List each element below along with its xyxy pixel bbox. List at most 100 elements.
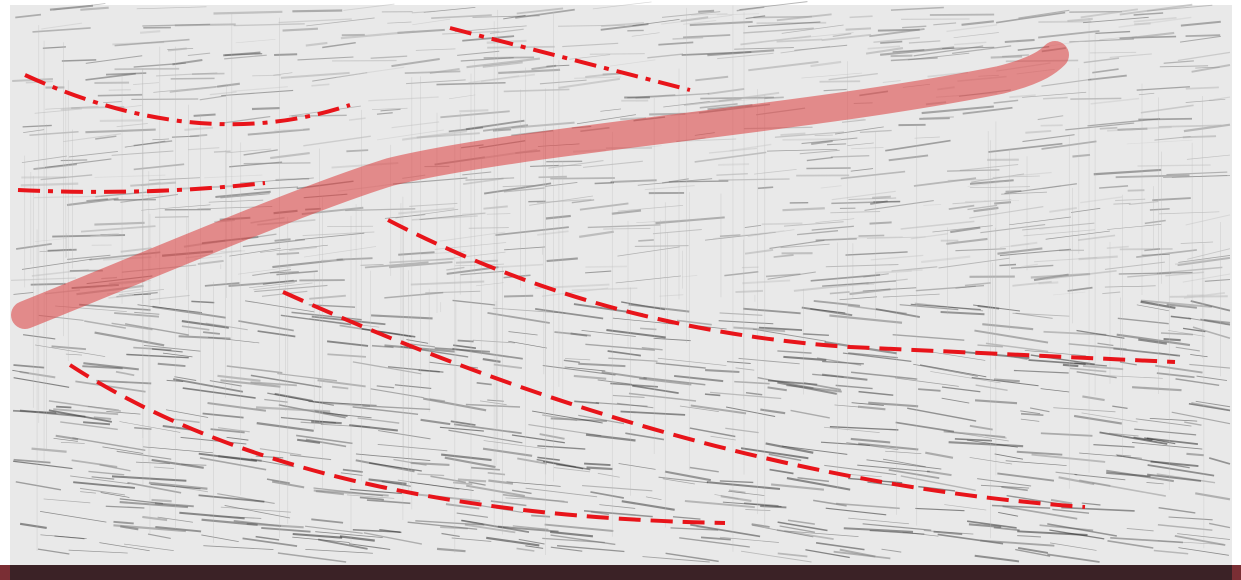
texture-stroke <box>918 388 941 392</box>
texture-stroke <box>277 552 347 563</box>
texture-stroke <box>85 128 156 134</box>
texture-stroke <box>253 282 313 291</box>
texture-stroke <box>781 445 848 455</box>
texture-stroke <box>980 539 1055 547</box>
texture-stroke <box>1184 421 1202 426</box>
texture-stroke <box>60 159 88 162</box>
texture-stroke <box>881 548 902 553</box>
texture-stroke <box>1209 96 1231 101</box>
texture-stroke <box>632 384 679 394</box>
texture-stroke <box>40 510 107 523</box>
texture-stroke <box>1104 285 1156 288</box>
texture-stroke <box>735 289 764 294</box>
texture-stroke <box>777 552 808 558</box>
texture-stroke <box>151 498 172 503</box>
texture-stroke <box>741 550 812 563</box>
texture-stroke <box>550 534 616 546</box>
texture-stroke <box>900 220 975 230</box>
texture-stroke <box>676 319 712 326</box>
texture-stroke <box>625 432 665 441</box>
texture-stroke <box>370 388 424 399</box>
texture-stroke <box>690 404 747 415</box>
texture-stroke <box>357 417 400 424</box>
texture-stroke <box>719 536 779 543</box>
texture-stroke <box>863 273 889 278</box>
texture-stroke <box>322 412 372 419</box>
texture-stroke <box>340 472 363 476</box>
texture-stroke <box>48 400 121 412</box>
texture-stroke <box>995 11 1066 24</box>
texture-stroke <box>823 426 880 433</box>
texture-stroke <box>586 466 613 471</box>
texture-stroke <box>973 206 999 213</box>
texture-stroke <box>846 442 899 451</box>
texture-stroke <box>582 160 643 168</box>
texture-stroke <box>1116 454 1190 469</box>
texture-stroke <box>167 47 187 52</box>
texture-stroke <box>535 308 604 320</box>
texture-stroke <box>60 421 118 431</box>
texture-stroke <box>964 282 991 287</box>
texture-stroke <box>1171 411 1231 425</box>
texture-stroke <box>303 246 377 258</box>
texture-stroke <box>612 394 645 398</box>
texture-stroke <box>280 71 350 79</box>
texture-stroke <box>914 136 940 139</box>
texture-stroke <box>157 362 186 368</box>
texture-stroke <box>1045 230 1110 240</box>
texture-stroke <box>888 154 929 162</box>
texture-stroke <box>745 391 763 396</box>
texture-stroke <box>13 458 51 464</box>
texture-stroke <box>1009 216 1071 226</box>
texture-stroke <box>601 22 645 28</box>
texture-stroke <box>274 53 298 57</box>
texture-stroke <box>1192 326 1231 340</box>
texture-stroke <box>360 264 384 266</box>
texture-stroke <box>773 254 794 258</box>
texture-stroke <box>1119 3 1193 16</box>
texture-stroke <box>1166 303 1197 309</box>
texture-stroke <box>1158 124 1222 128</box>
texture-stroke <box>1165 271 1204 277</box>
texture-stroke <box>579 202 629 211</box>
texture-stroke <box>261 527 311 533</box>
texture-stroke <box>343 3 395 11</box>
texture-stroke <box>834 404 859 408</box>
texture-stroke <box>115 370 135 377</box>
texture-stroke <box>1182 327 1206 333</box>
texture-stroke <box>953 32 999 39</box>
texture-stroke <box>67 254 111 260</box>
texture-stroke <box>716 13 760 16</box>
bottom-bar-edge <box>1232 565 1241 580</box>
texture-stroke <box>79 303 151 311</box>
texture-stroke <box>1196 375 1228 382</box>
texture-stroke <box>815 541 865 551</box>
texture-stroke <box>178 335 231 340</box>
texture-stroke <box>416 132 480 139</box>
texture-stroke <box>1062 363 1079 368</box>
texture-stroke <box>985 342 1049 353</box>
texture-stroke <box>834 126 884 135</box>
texture-stroke <box>767 271 816 280</box>
texture-stroke <box>696 525 714 530</box>
texture-stroke <box>888 469 940 480</box>
texture-stroke <box>71 459 118 468</box>
texture-stroke <box>466 57 541 69</box>
texture-stroke <box>704 231 776 241</box>
texture-stroke <box>463 177 504 186</box>
texture-stroke <box>99 542 150 552</box>
texture-stroke <box>724 270 759 277</box>
texture-stroke <box>292 532 343 539</box>
texture-stroke <box>406 79 466 85</box>
texture-stroke <box>1117 317 1169 325</box>
texture-stroke <box>659 294 684 297</box>
texture-stroke <box>599 504 636 509</box>
texture-stroke <box>1126 527 1154 532</box>
texture-stroke <box>94 221 145 226</box>
texture-stroke <box>70 475 130 485</box>
texture-stroke <box>824 464 897 476</box>
texture-stroke <box>1081 412 1138 423</box>
texture-stroke <box>740 35 812 46</box>
texture-stroke <box>882 293 940 298</box>
texture-stroke <box>352 406 419 416</box>
